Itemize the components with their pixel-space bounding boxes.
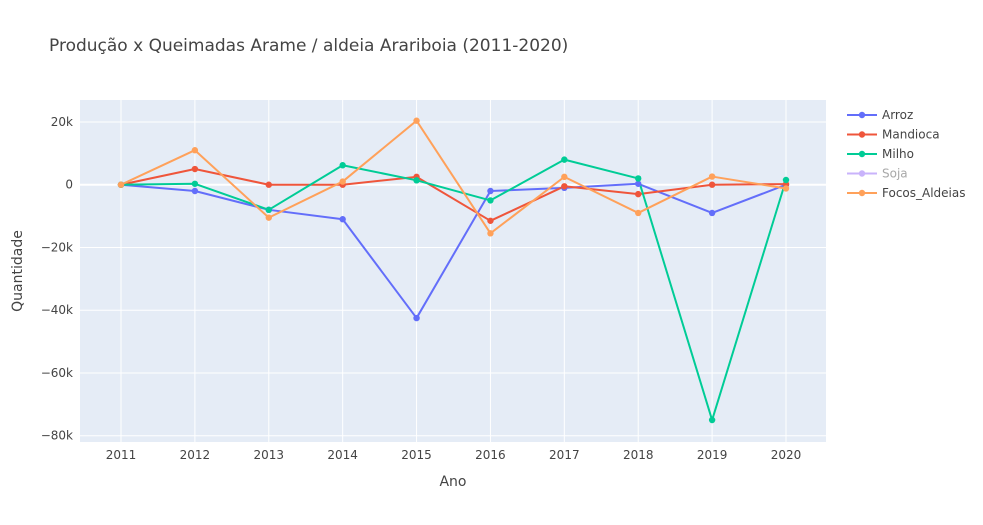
x-tick-label: 2013 — [254, 448, 285, 462]
data-point-focos-aldeias — [782, 185, 790, 192]
data-point-focos-aldeias — [339, 178, 346, 185]
y-tick-label: 20k — [51, 115, 73, 129]
legend-label: Soja — [882, 167, 908, 181]
series-line-focos-aldeias — [120, 119, 787, 235]
series-points — [117, 117, 790, 424]
x-tick-label: 2011 — [106, 448, 137, 462]
data-point-arroz — [413, 314, 420, 322]
data-point-mandioca — [265, 181, 272, 188]
y-axis-ticks: 20k 0 −20k −40k −60k −80k — [41, 115, 73, 443]
data-point-arroz — [635, 180, 642, 187]
data-point-focos-aldeias — [191, 147, 199, 154]
x-tick-label: 2016 — [475, 448, 506, 462]
chart-title: Produção x Queimadas Arame / aldeia Arar… — [49, 36, 568, 56]
legend-label: Mandioca — [882, 128, 940, 142]
series-lines — [120, 119, 787, 422]
data-point-milho — [635, 175, 642, 182]
data-point-arroz — [487, 187, 494, 195]
y-tick-label: −20k — [41, 240, 73, 254]
legend-marker — [858, 111, 866, 119]
data-point-focos-aldeias — [413, 117, 420, 124]
x-tick-label: 2017 — [549, 448, 580, 462]
legend-label: Arroz — [882, 108, 913, 122]
y-axis-title: Quantidade — [10, 230, 26, 312]
x-tick-label: 2012 — [180, 448, 211, 462]
data-point-mandioca — [561, 183, 568, 190]
data-point-milho — [782, 176, 790, 184]
legend-marker — [858, 189, 866, 197]
data-point-focos-aldeias — [561, 173, 568, 181]
data-point-milho — [561, 156, 568, 163]
series-line-mandioca — [120, 168, 787, 222]
data-point-focos-aldeias — [708, 173, 716, 180]
y-tick-label: −80k — [41, 429, 73, 443]
data-point-arroz — [708, 209, 716, 217]
x-tick-label: 2015 — [401, 448, 432, 462]
x-tick-label: 2020 — [771, 448, 802, 462]
series-line-milho — [120, 158, 787, 422]
data-point-milho — [191, 180, 199, 187]
data-point-milho — [708, 416, 716, 424]
x-tick-label: 2018 — [623, 448, 654, 462]
data-point-focos-aldeias — [265, 214, 272, 221]
legend-marker — [858, 131, 866, 138]
series-line-arroz — [120, 182, 787, 320]
legend-marker — [858, 150, 866, 158]
x-axis-ticks: 2011 2012 2013 2014 2015 2016 2017 2018 2019 2020 — [106, 448, 802, 462]
data-point-milho — [487, 197, 494, 204]
data-point-mandioca — [487, 217, 494, 224]
data-point-arroz — [191, 187, 199, 195]
data-point-arroz — [339, 216, 346, 223]
data-point-mandioca — [191, 165, 199, 173]
data-point-focos-aldeias — [635, 209, 642, 217]
legend-marker — [858, 170, 866, 177]
y-tick-label: −60k — [41, 366, 73, 380]
y-tick-label: −40k — [41, 303, 73, 317]
data-point-focos-aldeias — [117, 181, 125, 188]
x-axis-title: Ano — [439, 474, 466, 490]
x-tick-label: 2014 — [327, 448, 358, 462]
data-point-milho — [339, 162, 346, 169]
data-point-mandioca — [635, 190, 642, 198]
legend-label: Milho — [882, 147, 914, 161]
legend-label: Focos_Aldeias — [882, 186, 966, 200]
y-tick-label: 0 — [65, 178, 73, 192]
data-point-mandioca — [708, 181, 716, 188]
legend: Arroz Mandioca Milho Soja Focos_Aldeias — [847, 108, 966, 200]
data-point-focos-aldeias — [487, 230, 494, 237]
data-point-milho — [413, 177, 420, 184]
grid — [80, 100, 826, 442]
x-tick-label: 2019 — [697, 448, 728, 462]
data-point-milho — [265, 206, 272, 214]
